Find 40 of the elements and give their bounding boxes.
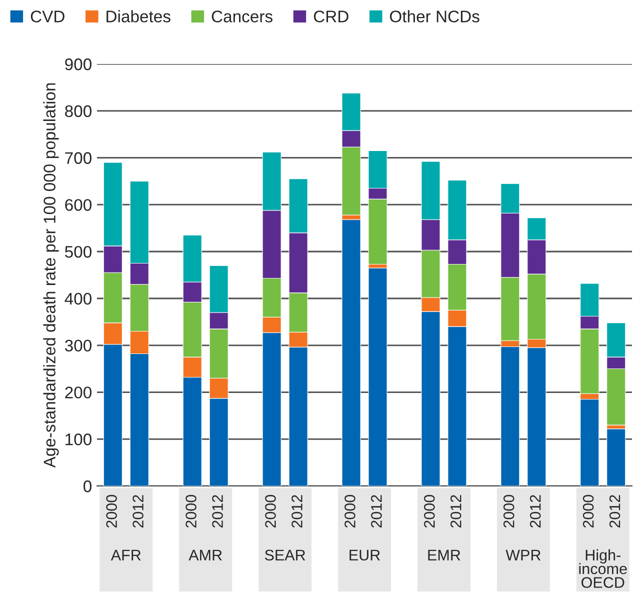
x-tick-label: 2000: [503, 494, 514, 528]
bar: [368, 268, 388, 486]
legend-label: CRD: [314, 10, 348, 22]
y-tick-label: 100: [66, 434, 92, 446]
y-tick-label: 800: [65, 105, 92, 118]
y-tick-label: 300: [64, 340, 92, 352]
legend-label: CVD: [30, 10, 64, 22]
bar: [606, 428, 626, 486]
x-tick-label: 2000: [186, 494, 196, 528]
y-tick-label: 700: [65, 152, 92, 164]
x-tick-label: 2000: [106, 494, 117, 528]
x-tick-label: 2012: [132, 495, 144, 528]
x-tick-label: 2000: [424, 494, 435, 528]
text: EMR: [428, 550, 460, 560]
text: SEAR: [264, 550, 306, 561]
y-tick-label: 900: [65, 58, 92, 70]
y-axis-title: Age-standardized death rate per 100 000 population: [43, 83, 59, 468]
y-tick-label: 400: [64, 292, 92, 305]
text: EUR: [350, 550, 380, 561]
text: High- income OECD: [579, 549, 627, 588]
x-tick-label: 2012: [450, 495, 462, 528]
legend-label: Diabetes: [106, 10, 170, 22]
x-tick-label: 2000: [265, 494, 276, 528]
y-tick-label: 600: [65, 199, 92, 211]
x-tick-label: 2012: [371, 495, 382, 528]
legend-label: Cancers: [212, 10, 272, 22]
bar: [342, 219, 361, 486]
text: AMR: [188, 550, 222, 560]
y-tick-label: 200: [65, 386, 92, 398]
legend-label: Other NCDs: [390, 10, 480, 22]
x-tick-label: 2012: [530, 495, 541, 528]
y-tick-label: 0: [84, 480, 92, 492]
text: WPR: [506, 550, 541, 560]
x-tick-label: 2000: [344, 494, 356, 528]
x-tick-label: 2012: [609, 495, 620, 528]
text: AFR: [110, 550, 141, 560]
x-tick-label: 2012: [292, 495, 302, 528]
y-tick-label: 500: [65, 246, 92, 258]
x-tick-label: 2012: [212, 495, 223, 528]
x-tick-label: 2000: [582, 494, 594, 528]
